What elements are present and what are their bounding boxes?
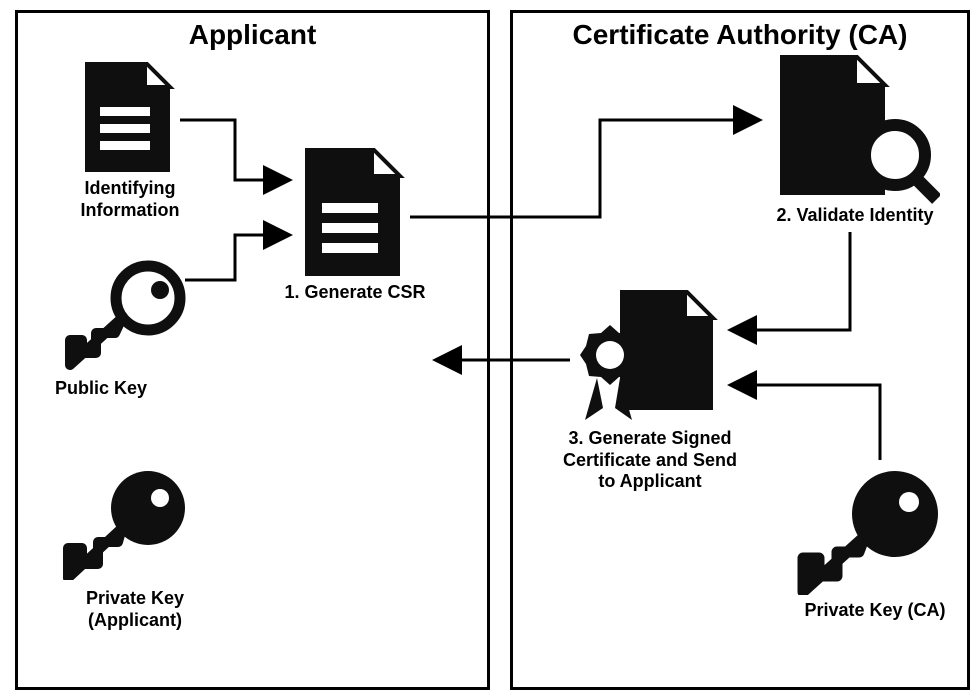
diagram-canvas: Applicant Certificate Authority (CA) Ide…	[0, 0, 980, 700]
arrows-overlay	[0, 0, 980, 700]
